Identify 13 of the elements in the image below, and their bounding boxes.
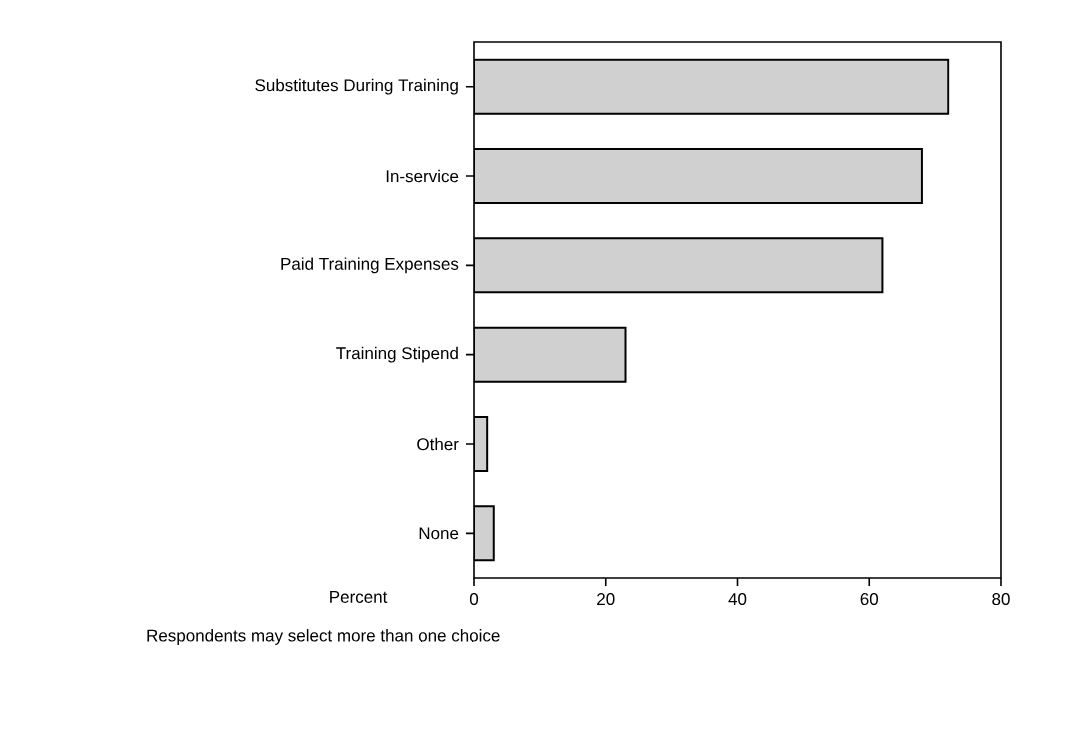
text: Respondents may select more than one choice bbox=[147, 629, 500, 645]
x-tick-label: 40 bbox=[728, 593, 747, 606]
x-tick-label: 20 bbox=[597, 593, 615, 606]
x-tick-label: 0 bbox=[469, 593, 479, 606]
y-tick-label: Paid Training Expenses bbox=[281, 257, 459, 274]
y-tick-label: Substitutes During Training bbox=[255, 78, 458, 95]
x-axis-title: Percent bbox=[330, 591, 388, 603]
x-tick-label: 60 bbox=[860, 593, 879, 606]
y-tick-label: In-service bbox=[386, 169, 459, 183]
y-tick-label: Training Stipend bbox=[336, 346, 458, 363]
y-tick-label: None bbox=[419, 527, 459, 540]
y-tick-label: Other bbox=[417, 437, 459, 451]
x-tick-label: 80 bbox=[992, 593, 1010, 606]
